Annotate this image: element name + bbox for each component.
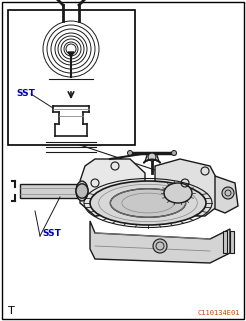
Bar: [8, 10, 135, 145]
Polygon shape: [90, 221, 230, 263]
Polygon shape: [68, 52, 74, 57]
Circle shape: [148, 153, 156, 161]
Ellipse shape: [76, 184, 88, 198]
Ellipse shape: [76, 181, 88, 201]
Ellipse shape: [164, 183, 192, 203]
Text: C110134E01: C110134E01: [198, 310, 240, 316]
Text: SST: SST: [16, 90, 35, 99]
Polygon shape: [80, 159, 145, 216]
Polygon shape: [215, 176, 238, 213]
Ellipse shape: [110, 189, 186, 217]
Polygon shape: [155, 159, 218, 216]
Circle shape: [171, 151, 176, 155]
Ellipse shape: [90, 181, 206, 225]
Circle shape: [153, 239, 167, 253]
Bar: [223, 231, 227, 253]
Text: T: T: [8, 306, 15, 316]
Circle shape: [222, 187, 234, 199]
Bar: [20, 184, 82, 198]
Text: SST: SST: [42, 229, 61, 238]
Circle shape: [127, 151, 133, 155]
Bar: [230, 231, 234, 253]
